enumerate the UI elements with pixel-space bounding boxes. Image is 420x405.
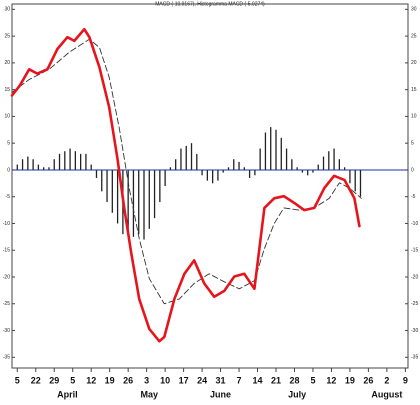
y-tick-label: -35 — [411, 355, 418, 361]
y-tick-label: -35 — [3, 355, 10, 361]
y-tick-label: 0 — [411, 167, 414, 173]
y-tick-label: -5 — [6, 194, 11, 200]
y-tick-label: 25 — [411, 33, 417, 39]
macd-line — [10, 27, 361, 343]
x-tick-label: 22 — [31, 375, 41, 385]
x-tick-label: 19 — [345, 375, 355, 385]
y-tick-label: 15 — [4, 87, 10, 93]
x-tick-label: 5 — [310, 375, 315, 385]
x-tick-label: 17 — [179, 375, 189, 385]
x-tick-label: 14 — [253, 375, 263, 385]
y-tick-label: 0 — [7, 167, 10, 173]
x-tick-label: 5 — [70, 375, 75, 385]
x-tick-label: 3 — [144, 375, 149, 385]
y-tick-label: -30 — [411, 328, 418, 334]
y-tick-label: -30 — [3, 328, 10, 334]
y-tick-label: -15 — [411, 248, 418, 254]
y-tick-label: 25 — [4, 33, 10, 39]
x-tick-label: 9 — [403, 375, 408, 385]
x-tick-label: 19 — [105, 375, 115, 385]
signal-line — [11, 38, 362, 305]
x-tick-label: 12 — [86, 375, 96, 385]
x-tick-label: 21 — [271, 375, 281, 385]
y-tick-label: -25 — [3, 301, 10, 307]
y-tick-label: 10 — [4, 114, 10, 120]
x-tick-label: 29 — [49, 375, 59, 385]
y-tick-label: -5 — [411, 194, 416, 200]
y-tick-label: 30 — [411, 7, 417, 13]
month-label: July — [288, 389, 306, 399]
x-tick-label: 31 — [216, 375, 226, 385]
y-tick-label: 10 — [411, 114, 417, 120]
y-tick-label: -10 — [3, 221, 10, 227]
y-tick-label: 20 — [4, 60, 10, 66]
y-tick-label: 30 — [4, 7, 10, 13]
x-tick-label: 26 — [363, 375, 373, 385]
y-tick-label: 15 — [411, 87, 417, 93]
y-tick-label: -25 — [411, 301, 418, 307]
x-tick-label: 24 — [197, 375, 207, 385]
x-tick-label: 10 — [160, 375, 170, 385]
y-tick-label: -15 — [3, 248, 10, 254]
x-tick-label: 2 — [384, 375, 389, 385]
y-tick-label: 5 — [7, 141, 10, 147]
month-label: April — [57, 389, 78, 399]
y-tick-label: -20 — [411, 274, 418, 280]
x-tick-label: 7 — [237, 375, 242, 385]
x-tick-label: 12 — [326, 375, 336, 385]
y-tick-label: -20 — [3, 274, 10, 280]
x-tick-label: 26 — [123, 375, 133, 385]
x-tick-label: 28 — [289, 375, 299, 385]
plot-frame — [11, 3, 409, 369]
month-label: June — [210, 389, 231, 399]
month-label: May — [141, 389, 159, 399]
y-tick-label: 20 — [411, 60, 417, 66]
month-label: August — [371, 389, 402, 399]
y-tick-label: 5 — [411, 141, 414, 147]
y-tick-label: -10 — [411, 221, 418, 227]
x-tick-label: 5 — [15, 375, 20, 385]
